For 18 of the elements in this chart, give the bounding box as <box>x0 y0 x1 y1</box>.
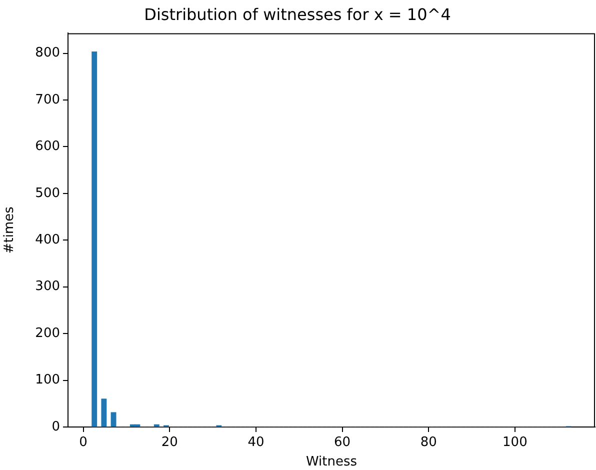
y-tick-label: 200 <box>35 326 60 341</box>
y-tick-label: 800 <box>35 46 60 61</box>
y-tick-label: 0 <box>52 419 60 434</box>
x-tick-label: 80 <box>420 435 437 450</box>
y-tick-label: 500 <box>35 186 60 201</box>
y-tick-label: 700 <box>35 92 60 108</box>
y-tick-label: 400 <box>35 232 60 248</box>
y-axis-title: #times <box>2 206 18 254</box>
x-tick-label: 40 <box>248 435 264 450</box>
y-tick-label: 300 <box>35 279 60 294</box>
x-tick-label: 0 <box>79 435 88 450</box>
x-axis-title: Witness <box>306 454 358 470</box>
x-tick-label: 100 <box>502 435 528 450</box>
y-tick-label: 100 <box>35 372 60 388</box>
y-tick-label: 600 <box>35 139 60 154</box>
x-tick-label: 60 <box>334 435 351 450</box>
chart-title: Distribution of witnesses for x = 10^4 <box>144 4 451 24</box>
x-tick-label: 20 <box>161 435 178 450</box>
